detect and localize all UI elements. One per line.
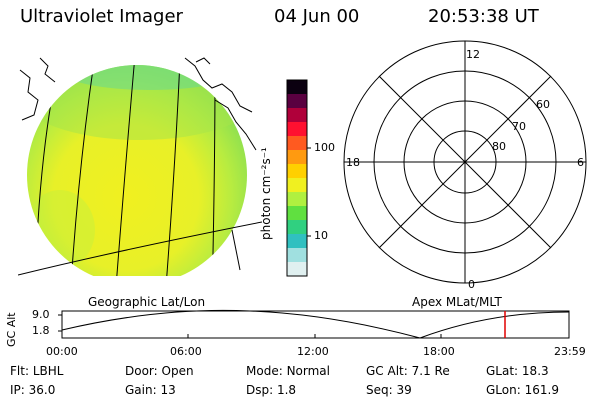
- footer-glat: GLat: 18.3: [486, 364, 549, 378]
- colorbar-tick-100: 100: [314, 141, 335, 154]
- altitude-plot: [58, 309, 570, 339]
- footer-gc-alt: GC Alt: 7.1 Re: [366, 364, 450, 378]
- mlt-label-0: 0: [468, 278, 475, 291]
- time-tick-2359: 23:59: [554, 345, 586, 358]
- footer-dsp: Dsp: 1.8: [246, 383, 297, 397]
- date-label: 04 Jun 00: [274, 6, 360, 27]
- uv-image-panel: [18, 57, 262, 276]
- colorbar-segment: [287, 178, 307, 193]
- colorbar-tick-10: 10: [314, 229, 328, 242]
- time-tick-0000: 00:00: [46, 345, 78, 358]
- mlat-label-70: 70: [512, 120, 526, 133]
- altitude-axis-label: GC Alt: [5, 312, 18, 347]
- colorbar-segment: [287, 122, 307, 137]
- footer-door: Door: Open: [125, 364, 194, 378]
- colorbar-segment: [287, 234, 307, 249]
- image-panel-caption: Geographic Lat/Lon: [88, 295, 206, 309]
- mlat-label-80: 80: [492, 140, 506, 153]
- polar-panel-caption: Apex MLat/MLT: [412, 295, 502, 309]
- footer-ip: IP: 36.0: [10, 383, 56, 397]
- colorbar-segment: [287, 192, 307, 207]
- altitude-tick-1-8: 1.8: [32, 324, 50, 337]
- colorbar-unit-label: photon cm⁻²s⁻¹: [259, 147, 273, 240]
- instrument-title: Ultraviolet Imager: [20, 6, 183, 27]
- time-tick-0600: 06:00: [170, 345, 202, 358]
- colorbar-segment: [287, 164, 307, 179]
- colorbar-segment: [287, 220, 307, 235]
- time-tick-1800: 18:00: [423, 345, 455, 358]
- colorbar: [286, 79, 311, 277]
- mlt-label-18: 18: [346, 156, 360, 169]
- polar-plot: [343, 40, 587, 284]
- mlt-label-6: 6: [577, 156, 584, 169]
- altitude-tick-9: 9.0: [32, 308, 50, 321]
- colorbar-segment: [287, 94, 307, 109]
- footer-filter: Flt: LBHL: [10, 364, 64, 378]
- colorbar-segment: [287, 80, 307, 95]
- colorbar-segment: [287, 248, 307, 263]
- footer-mode: Mode: Normal: [246, 364, 330, 378]
- colorbar-segment: [287, 108, 307, 123]
- colorbar-segment: [287, 136, 307, 151]
- mlat-label-60: 60: [536, 98, 550, 111]
- footer-gain: Gain: 13: [125, 383, 176, 397]
- colorbar-segment: [287, 150, 307, 165]
- colorbar-frame: [286, 79, 308, 277]
- mlt-label-12: 12: [466, 48, 480, 61]
- colorbar-segment: [287, 262, 307, 277]
- colorbar-segment: [287, 206, 307, 221]
- footer-seq: Seq: 39: [366, 383, 412, 397]
- time-tick-1200: 12:00: [297, 345, 329, 358]
- altitude-curve: [61, 309, 570, 339]
- footer-glon: GLon: 161.9: [486, 383, 559, 397]
- time-label: 20:53:38 UT: [428, 6, 539, 27]
